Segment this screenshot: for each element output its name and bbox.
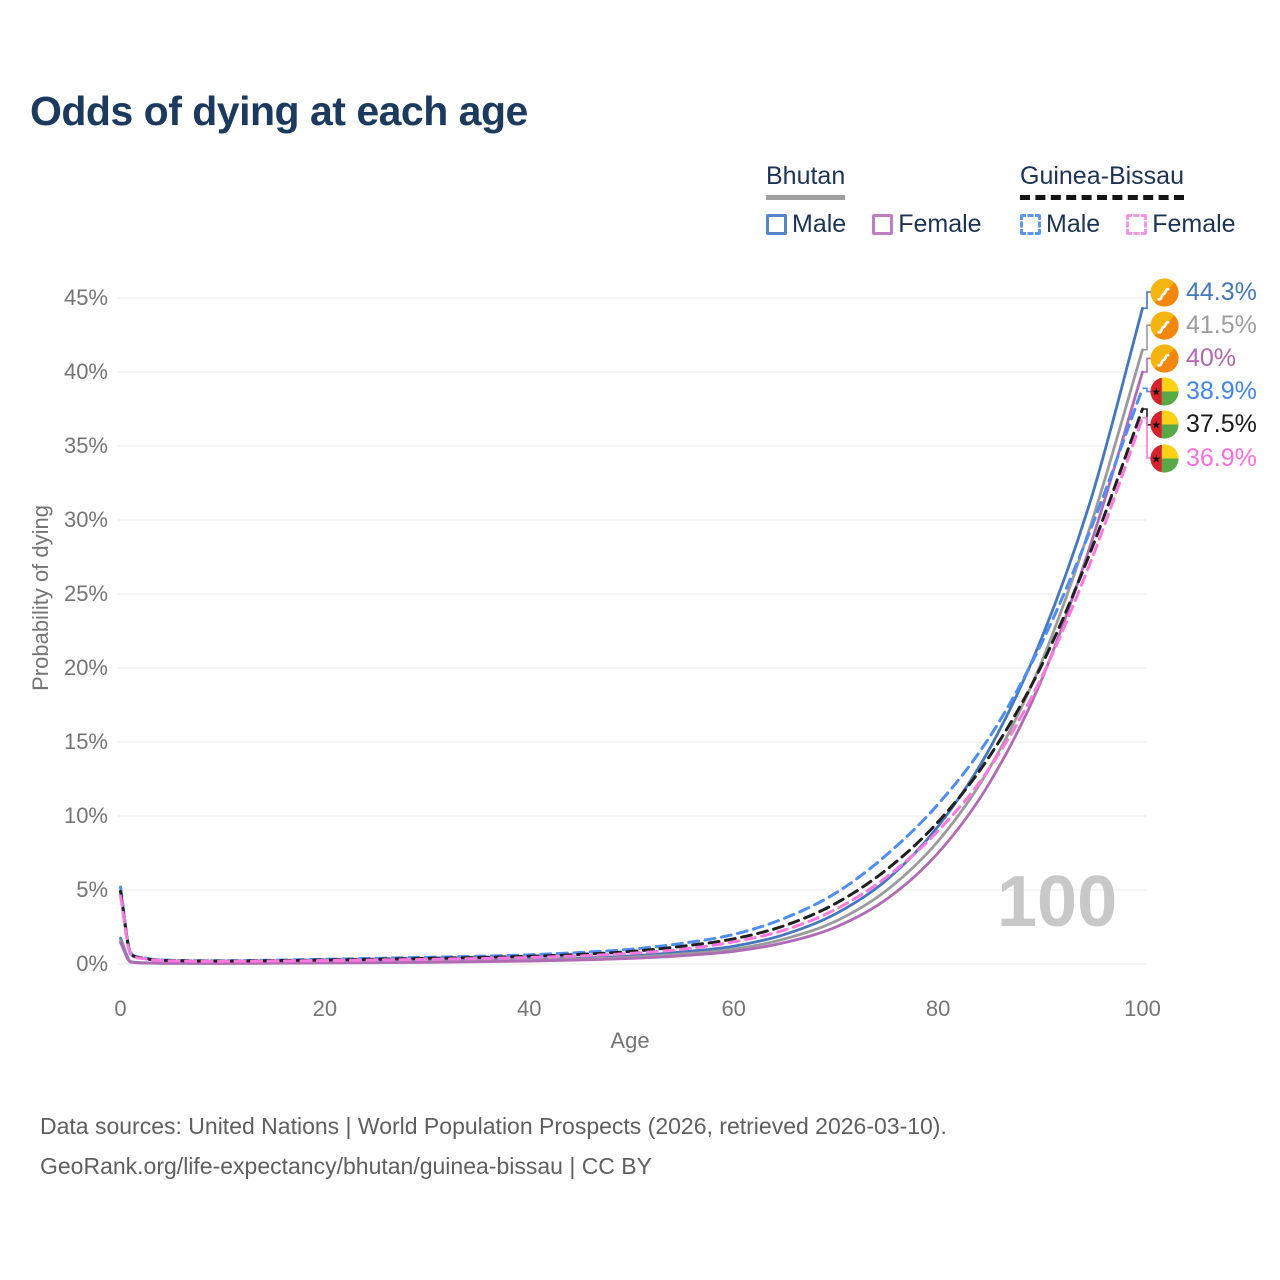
y-tick-label: 10% [63, 803, 108, 828]
guinea-bissau-flag-icon: ★ [1150, 410, 1179, 439]
footer: Data sources: United Nations | World Pop… [40, 1106, 947, 1186]
legend-item-guinea-bissau-female[interactable]: Female [1126, 210, 1236, 239]
svg-text:★: ★ [1151, 386, 1161, 399]
legend-header-guinea-bissau[interactable]: Guinea-Bissau [1020, 162, 1184, 200]
end-label-guinea-bissau-female[interactable]: ★ 36.9% [1150, 442, 1257, 474]
end-label-connector [1142, 324, 1151, 351]
x-tick-label: 40 [517, 996, 542, 1021]
series-line-bhutan-female[interactable] [119, 370, 1144, 965]
x-tick-label: 20 [312, 996, 338, 1021]
y-tick-label: 5% [76, 877, 108, 902]
x-tick-label: 0 [114, 996, 127, 1021]
legend-item-label: Male [792, 210, 847, 238]
series-line-guinea-bissau-both-sexes[interactable] [119, 407, 1144, 963]
watermark-age-100: 100 [997, 862, 1118, 942]
series-line-bhutan-both-sexes[interactable] [119, 348, 1144, 965]
legend-item-bhutan-male[interactable]: Male [766, 210, 846, 239]
end-label-connector [1142, 387, 1151, 393]
bhutan-flag-icon [1150, 277, 1179, 307]
series-line-bhutan-male[interactable] [119, 306, 1144, 965]
end-label-connector [1142, 408, 1151, 426]
legend-item-label: Male [1046, 210, 1101, 238]
guinea-bissau-female-swatch-icon [1126, 214, 1148, 235]
bhutan-flag-icon [1150, 311, 1179, 340]
x-tick-label: 100 [1124, 996, 1161, 1021]
x-tick-label: 80 [925, 996, 951, 1021]
end-label-connector [1142, 417, 1151, 459]
end-label-value: 41.5% [1186, 310, 1257, 339]
end-label-value: 40% [1186, 343, 1237, 372]
end-label-value: 44.3% [1186, 277, 1257, 306]
legend-item-label: Female [1152, 210, 1236, 238]
footer-data-sources: Data sources: United Nations | World Pop… [40, 1113, 947, 1139]
legend-items-guinea-bissau: Male Female [1020, 210, 1236, 239]
legend-items-bhutan: Male Female [766, 210, 982, 239]
x-axis-title: Age [610, 1028, 650, 1053]
end-label-connector [1142, 291, 1151, 310]
bhutan-flag-icon [1150, 344, 1179, 373]
legend-header-bhutan[interactable]: Bhutan [766, 162, 846, 200]
legend-group-bhutan: Bhutan Male Female [766, 162, 982, 239]
x-tick-label: 60 [721, 996, 746, 1021]
end-label-guinea-bissau-both-sexes[interactable]: ★ 37.5% [1150, 409, 1257, 441]
y-tick-label: 30% [63, 507, 108, 532]
y-tick-label: 0% [76, 951, 108, 976]
y-tick-label: 20% [63, 655, 108, 680]
end-label-bhutan-female[interactable]: 40% [1150, 342, 1236, 374]
legend-item-guinea-bissau-male[interactable]: Male [1020, 210, 1100, 239]
legend-item-label: Female [898, 210, 982, 238]
guinea-bissau-flag-icon: ★ [1150, 377, 1179, 406]
y-tick-label: 35% [63, 433, 108, 458]
guinea-bissau-flag-icon: ★ [1150, 443, 1179, 473]
y-tick-label: 40% [63, 359, 108, 384]
end-label-bhutan-both-sexes[interactable]: 41.5% [1150, 309, 1257, 341]
svg-text:★: ★ [1151, 452, 1161, 465]
bhutan-female-swatch-icon [872, 214, 894, 235]
y-tick-label: 25% [63, 581, 108, 606]
guinea-bissau-male-swatch-icon [1020, 214, 1041, 235]
series-line-guinea-bissau-female[interactable] [119, 416, 1144, 963]
y-tick-label: 15% [63, 729, 108, 754]
end-label-connector [1142, 357, 1151, 373]
end-label-bhutan-male[interactable]: 44.3% [1150, 276, 1257, 308]
end-label-value: 36.9% [1186, 443, 1257, 472]
end-label-value: 37.5% [1186, 410, 1257, 439]
y-axis-title: Probability of dying [28, 505, 53, 691]
legend-group-guinea-bissau: Guinea-Bissau Male Female [1020, 162, 1236, 239]
end-label-guinea-bissau-male[interactable]: ★ 38.9% [1150, 376, 1257, 408]
series-line-guinea-bissau-male[interactable] [119, 386, 1144, 963]
end-label-value: 38.9% [1186, 377, 1257, 406]
bhutan-male-swatch-icon [766, 214, 787, 235]
page-title: Odds of dying at each age [30, 88, 528, 134]
legend-item-bhutan-female[interactable]: Female [872, 210, 982, 239]
svg-text:★: ★ [1151, 419, 1161, 432]
footer-attribution: GeoRank.org/life-expectancy/bhutan/guine… [40, 1153, 652, 1179]
y-tick-label: 45% [63, 285, 108, 310]
